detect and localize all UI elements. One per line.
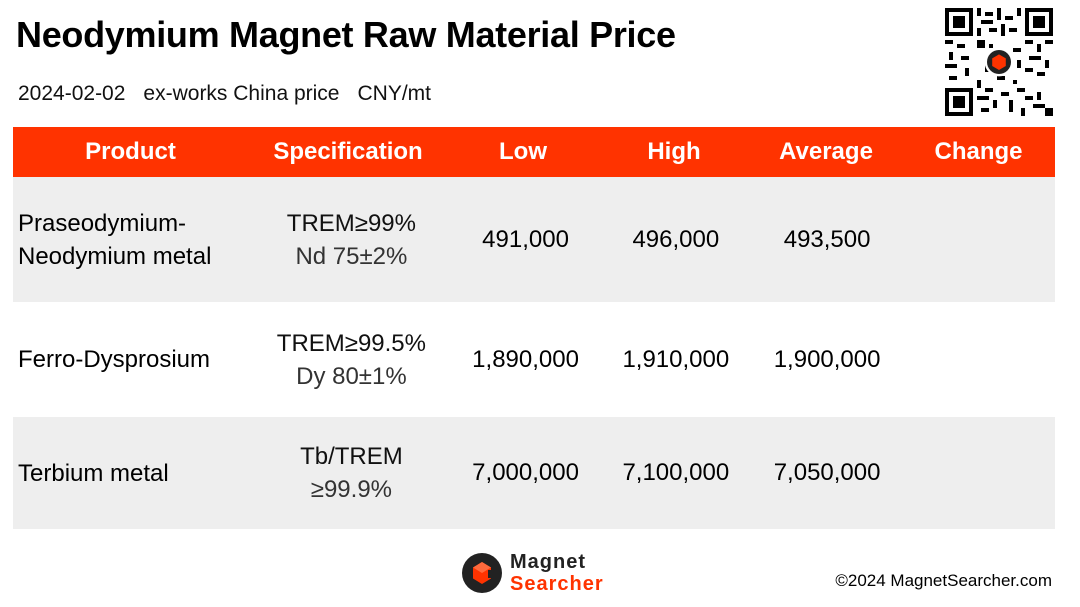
price-low: 1,890,000: [472, 345, 579, 373]
logo-wordmark: Magnet Searcher: [510, 551, 604, 595]
spec-line2: Nd 75±2%: [295, 242, 408, 270]
logo-word-magnet: Magnet: [510, 551, 586, 573]
magnet-searcher-logo: Magnet Searcher: [460, 551, 604, 595]
table-row: Ferro-Dysprosium TREM≥99.5% Dy 80±1% 1,8…: [13, 302, 1055, 417]
product-name-line1: Terbium metal: [18, 459, 169, 487]
price-basis: ex-works China price: [143, 82, 340, 105]
price-average: 493,500: [783, 225, 871, 253]
copyright-text: ©2024 MagnetSearcher.com: [835, 571, 1052, 590]
col-header-change: Change: [934, 138, 1023, 165]
price-table: Product Specification Low High Average C…: [13, 127, 1055, 529]
price-average: 7,050,000: [773, 459, 881, 486]
col-header-low: Low: [499, 138, 547, 165]
specification: TREM≥99% Nd 75±2%: [252, 207, 451, 273]
price-date: 2024-02-02: [18, 82, 126, 105]
specification: TREM≥99.5% Dy 80±1%: [252, 327, 451, 393]
product-name: Terbium metal: [13, 457, 252, 490]
product-name-line1: Praseodymium-: [18, 209, 187, 237]
price-average: 1,900,000: [773, 345, 881, 373]
table-header: Product Specification Low High Average C…: [13, 127, 1055, 177]
col-header-high: High: [647, 138, 701, 165]
col-header-product: Product: [85, 138, 176, 165]
magnet-searcher-logo-icon: [462, 553, 502, 593]
qr-code-icon: [945, 8, 1053, 116]
price-high: 7,100,000: [622, 459, 730, 486]
price-high: 1,910,000: [622, 345, 730, 373]
price-low: 491,000: [482, 225, 569, 253]
page-title: Neodymium Magnet Raw Material Price: [16, 14, 676, 55]
col-header-average: Average: [779, 138, 873, 165]
price-high: 496,000: [632, 225, 720, 253]
product-name-line1: Ferro-Dysprosium: [18, 346, 211, 373]
spec-line2: Dy 80±1%: [296, 362, 407, 390]
spec-line1: Tb/TREM: [300, 443, 403, 470]
table-row: Terbium metal Tb/TREM ≥99.9% 7,000,000 7…: [13, 417, 1055, 529]
spec-line1: TREM≥99%: [286, 209, 416, 237]
spec-line1: TREM≥99.5%: [276, 329, 426, 357]
product-name-line2: Neodymium metal: [18, 242, 212, 270]
subtitle: 2024-02-02 ex-works China price CNY/mt: [18, 82, 449, 106]
specification: Tb/TREM ≥99.9%: [252, 440, 451, 506]
product-name: Praseodymium- Neodymium metal: [13, 207, 252, 273]
col-header-specification: Specification: [273, 138, 423, 165]
price-unit: CNY/mt: [357, 82, 432, 105]
price-low: 7,000,000: [472, 459, 579, 486]
spec-line2: ≥99.9%: [310, 476, 393, 503]
product-name: Ferro-Dysprosium: [13, 343, 252, 376]
logo-word-searcher: Searcher: [510, 573, 604, 595]
table-row: Praseodymium- Neodymium metal TREM≥99% N…: [13, 177, 1055, 302]
